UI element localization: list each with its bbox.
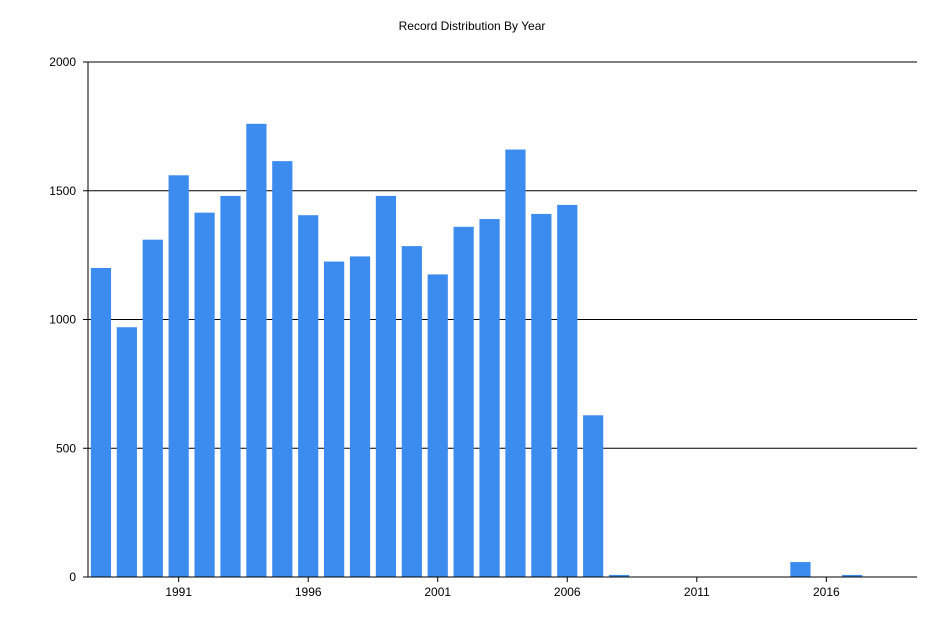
bar-2000 <box>401 246 422 578</box>
bar-2015 <box>790 562 811 577</box>
bar-1996 <box>298 215 319 577</box>
x-tick-label: 2001 <box>424 585 451 599</box>
bars <box>90 123 863 578</box>
bar-2005 <box>531 213 552 578</box>
bar-1993 <box>220 195 241 577</box>
bar-2004 <box>505 149 526 578</box>
bar-2017 <box>842 574 863 577</box>
bar-2001 <box>427 274 448 577</box>
bar-1998 <box>349 256 371 577</box>
y-tick-label: 1000 <box>49 313 76 327</box>
bar-1997 <box>324 261 345 577</box>
y-tick-label: 1500 <box>49 184 76 198</box>
bar-1988 <box>90 268 112 577</box>
bar-1990 <box>142 239 163 578</box>
bar-1989 <box>116 327 137 577</box>
bar-1995 <box>272 161 293 577</box>
x-tick-label: 2011 <box>684 585 710 599</box>
y-tick-label: 0 <box>69 570 76 584</box>
bar-2007 <box>583 415 604 577</box>
bar-1991 <box>168 175 189 578</box>
bar-2002 <box>453 226 474 578</box>
x-tick-label: 1991 <box>165 585 192 599</box>
x-tick-label: 2006 <box>554 585 581 599</box>
x-tick-label: 2016 <box>813 585 840 599</box>
bar-2003 <box>479 219 500 577</box>
y-tick-label: 500 <box>56 441 76 455</box>
bar-2006 <box>557 204 578 577</box>
bar-1992 <box>194 212 215 577</box>
y-tick-label: 2000 <box>49 55 76 69</box>
axes: 0 500 1000 1500 2000 1991 1996 2001 2006 2011 2016 <box>49 55 917 599</box>
chart-title: Record Distribution By Year <box>399 19 546 33</box>
x-tick-label: 1996 <box>295 585 322 599</box>
bar-1999 <box>375 195 397 577</box>
bar-2008 <box>608 574 630 577</box>
bar-1994 <box>246 123 267 578</box>
